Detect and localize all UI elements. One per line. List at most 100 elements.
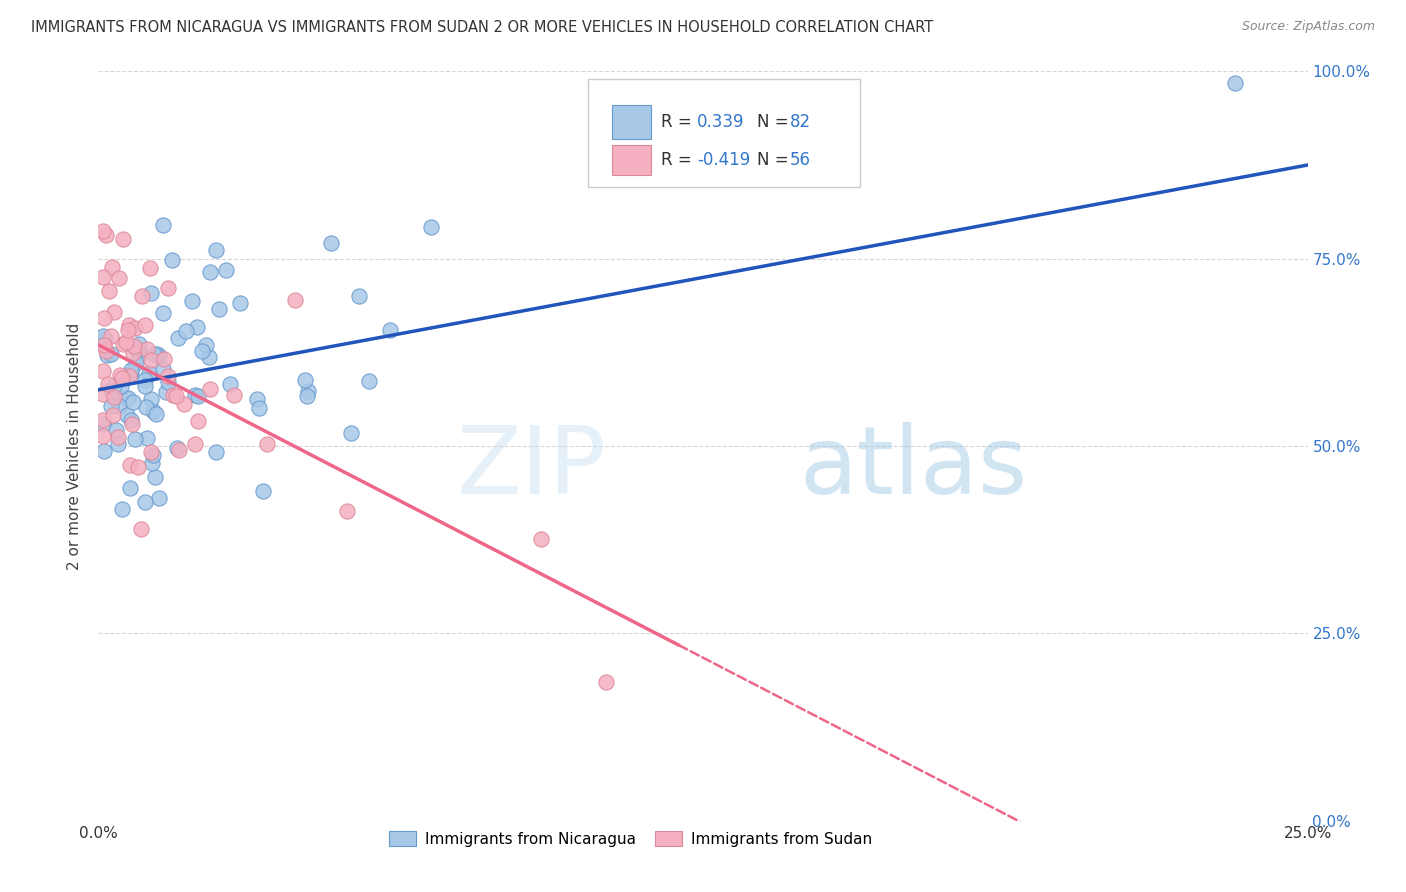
Point xyxy=(294,373,316,387)
Point xyxy=(96,344,118,359)
Point xyxy=(138,260,160,275)
Point xyxy=(183,388,205,402)
Point xyxy=(143,347,166,361)
Point xyxy=(167,331,190,345)
Point xyxy=(114,391,136,405)
Point xyxy=(97,284,120,298)
Point xyxy=(125,355,148,369)
FancyBboxPatch shape xyxy=(613,105,651,139)
Point xyxy=(198,382,221,396)
Point xyxy=(148,491,170,506)
Point xyxy=(91,417,114,431)
Point xyxy=(120,412,142,426)
Legend: Immigrants from Nicaragua, Immigrants from Sudan: Immigrants from Nicaragua, Immigrants fr… xyxy=(381,823,880,855)
Point xyxy=(167,442,190,457)
Point xyxy=(107,430,129,444)
Text: Source: ZipAtlas.com: Source: ZipAtlas.com xyxy=(1241,20,1375,33)
Point xyxy=(321,236,343,251)
Point xyxy=(104,423,127,437)
Point xyxy=(93,310,115,325)
Point xyxy=(121,395,143,409)
Point xyxy=(120,362,142,376)
Point xyxy=(380,323,402,337)
Point xyxy=(93,338,115,352)
Point xyxy=(139,285,162,300)
Point xyxy=(246,392,269,406)
Point xyxy=(100,384,122,399)
Point xyxy=(186,320,208,334)
Point xyxy=(284,293,307,307)
Point xyxy=(91,336,114,351)
Text: atlas: atlas xyxy=(800,423,1028,515)
Text: IMMIGRANTS FROM NICARAGUA VS IMMIGRANTS FROM SUDAN 2 OR MORE VEHICLES IN HOUSEHO: IMMIGRANTS FROM NICARAGUA VS IMMIGRANTS … xyxy=(31,20,934,35)
Point xyxy=(162,253,184,268)
Point xyxy=(112,232,135,246)
Text: N =: N = xyxy=(758,113,789,131)
FancyBboxPatch shape xyxy=(588,78,860,187)
Point xyxy=(100,260,122,274)
Text: R =: R = xyxy=(661,151,692,169)
Point xyxy=(93,444,115,458)
Point xyxy=(139,353,162,368)
Point xyxy=(180,294,202,309)
Point xyxy=(127,343,149,357)
Y-axis label: 2 or more Vehicles in Household: 2 or more Vehicles in Household xyxy=(67,322,83,570)
Point xyxy=(118,368,141,383)
Point xyxy=(297,384,319,398)
Point xyxy=(134,373,156,387)
Point xyxy=(124,432,146,446)
Point xyxy=(96,348,118,362)
Point xyxy=(205,243,228,257)
Point xyxy=(187,389,209,403)
Point xyxy=(205,444,228,458)
Point xyxy=(143,469,166,483)
Point xyxy=(108,399,131,413)
Point xyxy=(91,224,114,238)
Point xyxy=(359,374,381,388)
Point xyxy=(91,270,114,285)
Point xyxy=(336,504,359,518)
Point xyxy=(256,437,278,451)
Point xyxy=(139,392,162,407)
Point xyxy=(118,458,141,473)
Point xyxy=(111,502,134,516)
Point xyxy=(110,368,132,382)
Point xyxy=(162,387,184,401)
Point xyxy=(121,417,143,432)
Point xyxy=(208,301,231,316)
Point xyxy=(219,377,242,392)
Point xyxy=(141,456,163,470)
FancyBboxPatch shape xyxy=(613,145,651,175)
Point xyxy=(97,376,120,391)
Point xyxy=(139,445,162,459)
Point xyxy=(152,306,174,320)
Point xyxy=(156,281,179,295)
Point xyxy=(134,495,156,509)
Text: ZIP: ZIP xyxy=(457,423,606,515)
Point xyxy=(128,337,150,351)
Point xyxy=(166,441,188,455)
Point xyxy=(111,337,134,351)
Point xyxy=(141,449,163,463)
Point xyxy=(127,460,149,475)
Point xyxy=(91,329,114,343)
Point xyxy=(107,437,129,451)
Point xyxy=(103,390,125,404)
Point xyxy=(138,366,160,380)
Point xyxy=(157,368,180,383)
Text: 0.339: 0.339 xyxy=(697,113,744,131)
Point xyxy=(122,346,145,360)
Point xyxy=(103,379,125,393)
Point xyxy=(117,391,139,405)
Point xyxy=(195,338,218,352)
Point xyxy=(146,346,169,360)
Point xyxy=(131,289,153,303)
Point xyxy=(103,305,125,319)
Point xyxy=(110,379,132,393)
Point xyxy=(153,351,176,366)
Point xyxy=(156,375,179,389)
Text: N =: N = xyxy=(758,151,789,169)
Point xyxy=(135,342,157,356)
Point xyxy=(152,219,174,233)
Point xyxy=(101,409,124,423)
